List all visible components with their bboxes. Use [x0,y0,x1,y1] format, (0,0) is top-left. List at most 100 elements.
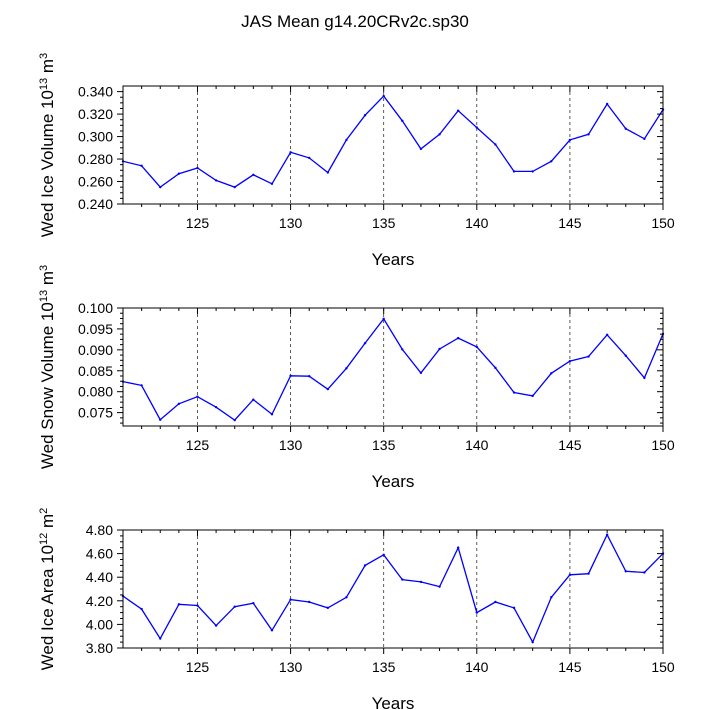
data-point [438,585,441,588]
data-point [512,606,516,610]
data-point [140,607,143,611]
data-point [363,114,367,117]
x-axis-label: Years [372,250,415,269]
x-tick-label: 125 [186,215,210,231]
y-axis-label: Wed Snow Volume 1013 m3 [38,265,57,469]
data-point [419,147,423,151]
chart-panel-1: 125 130 135 140 145 150 0.240 0.260 0.280 0.300 0.… [38,53,675,269]
data-point [159,185,162,189]
x-tick-label: 145 [558,659,582,675]
data-point [531,640,534,644]
plot-frame [122,307,664,427]
data-point [475,126,478,129]
data-point [401,119,404,123]
data-point [252,398,255,401]
y-tick-label: 4.60 [86,546,113,562]
data-point [605,102,609,106]
x-axis-label: Years [372,472,415,491]
data-point [587,133,590,136]
data-point [587,355,590,358]
data-point [605,533,609,536]
x-tick-label: 135 [372,659,396,675]
data-point [550,160,553,163]
data-point [550,372,553,375]
data-point [289,598,292,601]
data-point [382,553,385,556]
data-point [326,606,330,610]
data-point [233,605,236,608]
y-tick-label: 0.300 [78,129,113,145]
data-point [438,347,441,351]
data-point [587,572,590,575]
y-axis-label: Wed Ice Area 1012 m2 [38,508,57,671]
y-tick-label: 0.080 [78,384,113,400]
x-tick-label: 130 [279,659,303,675]
data-point [140,384,143,387]
data-point [159,418,162,421]
y-tick-label: 0.260 [78,174,113,190]
x-tick-label: 145 [558,215,582,231]
x-tick-label: 125 [186,659,210,675]
data-point [382,317,385,321]
plot-frame [122,85,664,205]
data-point [382,94,385,98]
data-point [177,172,181,175]
data-point [512,170,516,173]
data-point [550,596,553,599]
series-line [122,95,664,188]
y-label-exponent: 13 [38,290,50,302]
y-tick-label: 0.075 [78,405,113,421]
x-tick-label: 130 [279,215,303,231]
x-tick-label: 150 [651,437,675,453]
data-point [308,600,311,604]
x-tick-label: 125 [186,437,210,453]
data-point [289,374,292,377]
data-point [214,179,218,182]
data-point [326,387,330,391]
y-tick-label: 4.40 [86,569,113,585]
data-point [140,164,143,167]
y-label-unit: m [38,514,57,533]
y-axis-label: Wed Ice Volume 1013 m3 [38,53,57,237]
data-point [624,570,627,573]
data-point [531,170,534,173]
data-point [401,348,404,351]
y-tick-label: 0.090 [78,342,113,358]
y-label-exponent: 13 [38,78,50,90]
data-point [494,366,497,370]
x-tick-label: 150 [651,659,675,675]
data-point [475,611,478,614]
data-point [270,629,274,632]
y-label-text: Wed Snow Volume 10 [38,302,57,469]
y-tick-label: 3.80 [86,640,113,656]
x-tick-label: 130 [279,437,303,453]
data-point [605,333,609,336]
data-point [456,109,460,112]
plot-frame [122,529,664,649]
x-tick-label: 145 [558,437,582,453]
data-point [177,402,181,406]
data-point [568,359,572,363]
y-label-text: Wed Ice Volume 10 [38,90,57,237]
data-point [345,367,348,370]
data-point [643,137,646,141]
y-tick-label: 0.340 [78,84,113,100]
y-tick-label: 0.095 [78,321,113,337]
y-tick-label: 0.240 [78,196,113,212]
data-point [270,182,274,185]
y-tick-label: 4.20 [86,593,113,609]
x-tick-label: 140 [465,215,489,231]
y-label-unit-exponent: 3 [38,53,50,59]
data-point [345,596,348,599]
data-point [214,405,218,409]
data-point [308,156,311,160]
data-point [568,573,572,577]
data-point [196,604,199,607]
y-tick-label: 0.280 [78,151,113,167]
data-point [419,371,423,375]
x-tick-label: 140 [465,659,489,675]
data-point [456,546,460,549]
data-point [159,637,162,640]
data-point [214,624,218,627]
